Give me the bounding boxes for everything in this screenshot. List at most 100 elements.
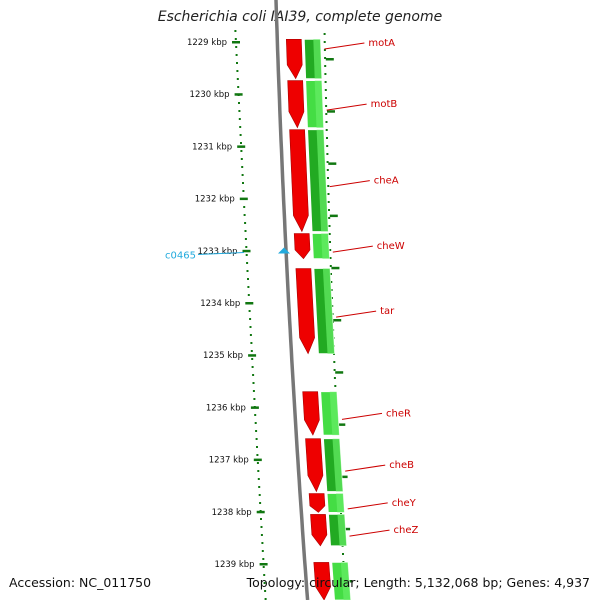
scale-dot <box>243 206 246 208</box>
gene-arrow <box>302 391 320 436</box>
scale-dot <box>241 166 244 168</box>
scale-dot <box>257 470 260 472</box>
gene-label-leader <box>336 310 377 318</box>
track-dot <box>330 273 332 275</box>
scale-dot <box>257 478 260 480</box>
gene-label-tar: tar <box>380 306 395 317</box>
feature-marker-icon <box>278 247 290 254</box>
track-dot <box>325 97 327 99</box>
track-dot <box>330 297 333 299</box>
track-dot <box>342 553 344 555</box>
genome-summary-text: Topology: circular; Length: 5,132,068 bp… <box>246 575 590 590</box>
scale-dot <box>242 182 244 184</box>
scale-dot <box>260 534 263 536</box>
track-dot <box>329 265 332 267</box>
track-dot <box>324 65 327 67</box>
scale-tick <box>259 563 268 566</box>
track-dot <box>327 185 330 187</box>
gene-label-leader <box>341 412 383 420</box>
scale-tick <box>242 249 251 253</box>
gene-arrow <box>289 129 309 233</box>
track-dot <box>324 57 327 59</box>
scale-dot <box>254 414 257 416</box>
track-dot <box>334 385 337 387</box>
gene-label-leader <box>345 464 386 472</box>
scale-dot <box>247 278 249 280</box>
track-dot <box>328 225 331 227</box>
track-tick <box>327 110 335 113</box>
track-dot <box>323 33 326 35</box>
track-dot <box>328 233 331 235</box>
gene-label-leader <box>324 42 365 50</box>
scale-tick <box>250 406 259 409</box>
scale-dot <box>241 174 244 176</box>
scale-dot <box>263 574 266 576</box>
scale-dot <box>238 102 240 104</box>
track-dot <box>333 377 336 379</box>
gene-label-cheB: cheB <box>389 460 414 471</box>
gc-track-highlight <box>336 493 345 513</box>
track-dot <box>327 177 329 179</box>
scale-dot <box>260 518 262 520</box>
feature-leader <box>197 251 245 255</box>
track-dot <box>325 105 328 107</box>
backbone-line <box>274 0 310 600</box>
track-dot <box>325 113 328 115</box>
scale-dot <box>245 246 248 248</box>
track-tick <box>331 266 340 270</box>
track-dot <box>326 145 329 147</box>
gene-label-motA: motA <box>368 38 395 49</box>
scale-dot <box>261 550 264 552</box>
gene-arrow <box>287 80 305 129</box>
gene-label-cheZ: cheZ <box>394 525 419 536</box>
scale-dot <box>251 366 254 368</box>
scale-dot <box>242 190 245 192</box>
track-tick <box>342 527 351 531</box>
gc-track-highlight <box>337 514 347 546</box>
track-tick <box>329 214 338 218</box>
scale-tick-label: 1231 kbp <box>192 142 232 152</box>
scale-dot <box>234 30 237 32</box>
track-tick <box>337 423 346 426</box>
scale-dot <box>249 334 252 336</box>
scale-dot <box>260 526 263 528</box>
scale-dot <box>248 310 251 312</box>
track-dot <box>329 249 332 251</box>
scale-dot <box>249 326 252 328</box>
gene-label-leader <box>329 180 370 188</box>
scale-dot <box>261 542 264 544</box>
gene-arrow <box>310 514 328 547</box>
scale-dot <box>245 254 248 256</box>
scale-dot <box>252 382 255 384</box>
track-dot <box>324 73 327 75</box>
gene-label-motB: motB <box>371 99 398 110</box>
scale-dot <box>262 558 265 560</box>
scale-dot <box>235 54 238 56</box>
scale-tick-label: 1238 kbp <box>212 508 252 518</box>
scale-dot <box>238 110 241 112</box>
scale-tick-label: 1236 kbp <box>206 403 246 413</box>
scale-dot <box>256 446 258 448</box>
gene-label-leader <box>332 245 373 253</box>
scale-tick <box>237 145 246 148</box>
scale-dot <box>237 86 240 88</box>
scale-dot <box>240 150 243 152</box>
track-dot <box>325 121 328 123</box>
track-dot <box>330 289 333 291</box>
gene-label-cheY: cheY <box>392 498 417 509</box>
gc-track-highlight <box>314 80 324 128</box>
scale-tick-label: 1233 kbp <box>197 247 237 257</box>
scale-tick-label: 1232 kbp <box>195 195 235 205</box>
gene-arrow <box>313 562 331 600</box>
track-dot <box>326 137 328 139</box>
scale-dot <box>235 46 238 48</box>
track-dot <box>329 241 331 243</box>
scale-dot <box>255 438 258 440</box>
gc-track-highlight <box>340 562 351 600</box>
scale-tick <box>232 41 240 44</box>
scale-tick-label: 1234 kbp <box>200 299 240 309</box>
track-dot <box>328 217 331 219</box>
scale-dot <box>244 230 247 232</box>
scale-tick <box>248 354 257 357</box>
